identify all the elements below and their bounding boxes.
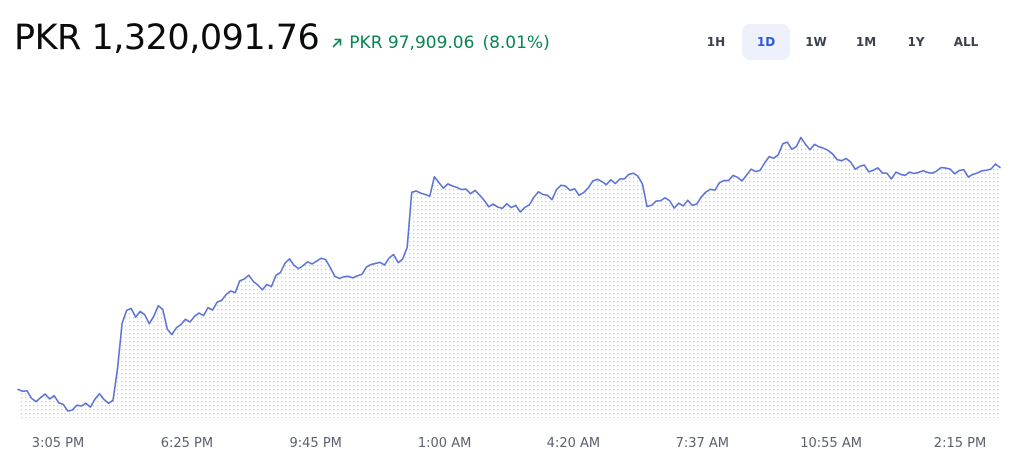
- x-tick-label: 3:05 PM: [32, 436, 84, 451]
- x-tick-label: 10:55 AM: [800, 436, 862, 451]
- price-area-fill: [18, 137, 1000, 420]
- range-1h-button[interactable]: 1H: [692, 24, 740, 60]
- x-tick-label: 2:15 PM: [934, 436, 986, 451]
- x-tick-label: 1:00 AM: [418, 436, 471, 451]
- price-change-percent: (8.01%): [482, 33, 550, 53]
- time-range-selector: 1H 1D 1W 1M 1Y ALL: [692, 24, 992, 60]
- x-tick-label: 6:25 PM: [161, 436, 213, 451]
- range-all-button[interactable]: ALL: [942, 24, 990, 60]
- current-price: PKR 1,320,091.76: [14, 18, 320, 58]
- price-change: PKR 97,909.06 (8.01%): [331, 33, 550, 53]
- x-axis: 3:05 PM 6:25 PM 9:45 PM 1:00 AM 4:20 AM 7:37 …: [32, 436, 986, 451]
- x-tick-label: 9:45 PM: [290, 436, 342, 451]
- range-1y-button[interactable]: 1Y: [892, 24, 940, 60]
- range-1m-button[interactable]: 1M: [842, 24, 890, 60]
- x-tick-label: 4:20 AM: [547, 436, 600, 451]
- range-1w-button[interactable]: 1W: [792, 24, 840, 60]
- price-header: PKR 1,320,091.76 PKR 97,909.06 (8.01%): [14, 18, 550, 58]
- arrow-up-right-icon: [332, 38, 342, 48]
- price-change-amount: PKR 97,909.06: [349, 33, 475, 53]
- range-1d-button[interactable]: 1D: [742, 24, 790, 60]
- x-tick-label: 7:37 AM: [676, 436, 729, 451]
- price-line: [17, 136, 1001, 412]
